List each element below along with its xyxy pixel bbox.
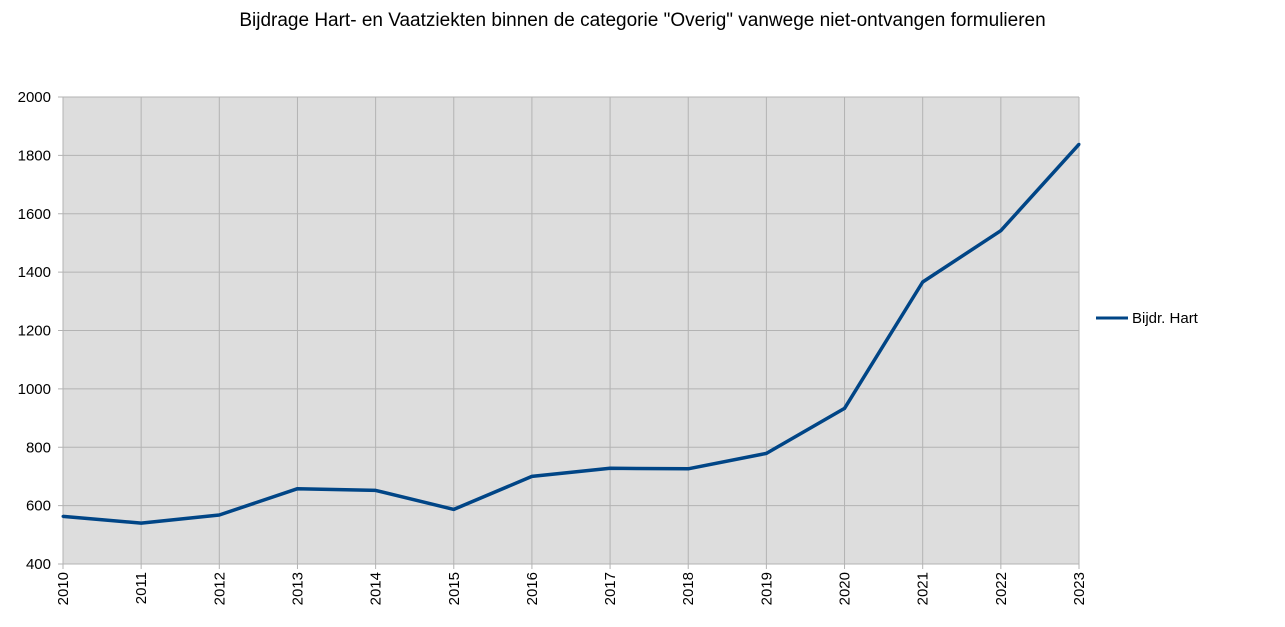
x-tick-label: 2015 xyxy=(446,572,463,605)
x-tick-label: 2023 xyxy=(1071,572,1088,605)
chart-title: Bijdrage Hart- en Vaatziekten binnen de … xyxy=(239,10,1046,31)
y-tick-label: 1000 xyxy=(18,381,51,398)
data-point xyxy=(608,466,612,470)
data-point xyxy=(1077,142,1081,146)
series-line xyxy=(62,143,1081,525)
y-tick-label: 1200 xyxy=(18,323,51,340)
y-tick-label: 600 xyxy=(26,498,51,515)
data-point xyxy=(61,514,65,518)
legend: Bijdr. Hart xyxy=(1096,310,1199,327)
data-point xyxy=(452,507,456,511)
data-point xyxy=(217,513,221,517)
x-tick-label: 2016 xyxy=(524,572,541,605)
data-point xyxy=(530,474,534,478)
x-tick-label: 2020 xyxy=(837,572,854,605)
data-point xyxy=(999,229,1003,233)
x-tick-label: 2010 xyxy=(55,572,72,605)
x-tick-label: 2017 xyxy=(602,572,619,605)
y-tick-label: 2000 xyxy=(18,89,51,106)
y-tick-label: 800 xyxy=(26,439,51,456)
y-axis-tick-labels: 400 600 800 1000 1200 1400 1600 1800 2000 xyxy=(18,89,51,573)
x-tick-label: 2014 xyxy=(368,572,385,605)
data-point xyxy=(764,451,768,455)
x-tick-label: 2013 xyxy=(289,572,306,605)
legend-label: Bijdr. Hart xyxy=(1132,310,1199,327)
x-tick-label: 2018 xyxy=(680,572,697,605)
x-tick-label: 2012 xyxy=(211,572,228,605)
y-tick-label: 400 xyxy=(26,556,51,573)
x-axis-tick-labels: 2010 2011 2012 2013 2014 2015 2016 2017 2018 2019… xyxy=(55,572,1088,605)
data-point xyxy=(139,521,143,525)
data-point xyxy=(374,488,378,492)
y-tick-label: 1400 xyxy=(18,264,51,281)
series-layer xyxy=(61,142,1081,525)
x-tick-label: 2021 xyxy=(915,572,932,605)
x-tick-label: 2019 xyxy=(758,572,775,605)
x-tick-label: 2011 xyxy=(133,572,150,604)
y-tick-label: 1600 xyxy=(18,206,51,223)
y-tick-label: 1800 xyxy=(18,147,51,164)
data-point xyxy=(921,280,925,284)
data-point xyxy=(686,467,690,471)
data-point xyxy=(295,487,299,491)
x-tick-label: 2022 xyxy=(993,572,1010,605)
data-point xyxy=(843,406,847,410)
